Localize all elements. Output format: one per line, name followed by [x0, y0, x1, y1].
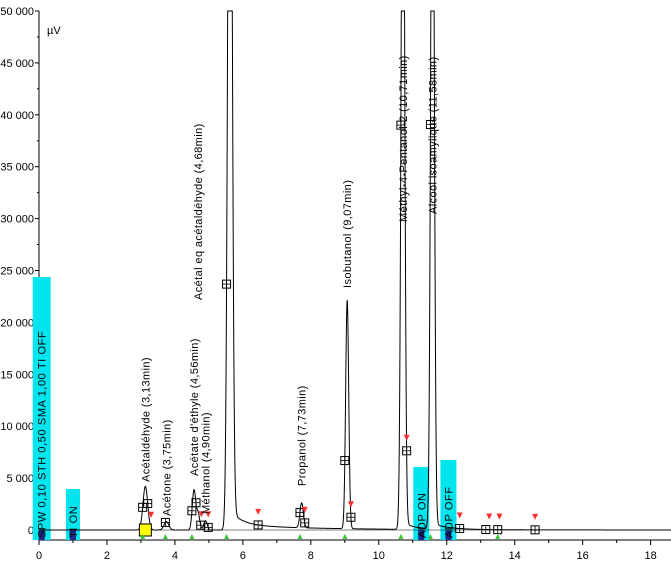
peak-end-marker: [532, 513, 539, 520]
chromatogram-trace: [39, 10, 671, 531]
event-bar: [38, 530, 45, 540]
event-label: SPW 0,10 STH 0,50 SMA 1,00 TI OFF: [37, 331, 49, 538]
peak-start-marker: [342, 534, 348, 539]
event-box: [65, 489, 80, 540]
peak-label: Acétal eq acétaldéhyde (4,68min): [193, 123, 205, 300]
peak-label: Propanol (7,73min): [297, 385, 309, 486]
y-tick-label: 25 000: [0, 266, 34, 278]
y-tick-label: 15 000: [0, 369, 34, 381]
event-label: ADP ON: [416, 492, 428, 538]
peak-start-marker: [297, 534, 303, 539]
peak-end-marker: [347, 501, 354, 508]
y-tick-label: 45 000: [0, 58, 34, 70]
peak-start-marker: [162, 534, 168, 539]
event-bar: [418, 530, 425, 540]
y-tick-label: 30 000: [0, 214, 34, 226]
peak-label: Méthanol (4,90min): [200, 412, 212, 514]
peak-label: Isobutanol (9,07min): [342, 180, 354, 288]
event-label: ADP OFF: [443, 486, 455, 538]
event-box: [32, 277, 51, 540]
y-axis-unit: µV: [47, 25, 61, 37]
peak-start-marker: [224, 534, 230, 539]
peak-end-marker: [205, 511, 212, 518]
peak-label: Acétate d'éthyle (4,56min): [189, 338, 201, 476]
peak-label: Acétaldéhyde (3,13min): [140, 357, 152, 482]
peak-start-marker: [140, 534, 146, 539]
highlight-mark: [138, 523, 152, 537]
event-markers: SPW 0,10 STH 0,50 SMA 1,00 TI OFF TI ON AD…: [32, 277, 457, 540]
x-tick-label: 2: [104, 550, 110, 562]
peak-start-marker: [427, 534, 433, 539]
peak-end-marker: [486, 513, 493, 520]
peak-start-marker: [495, 534, 501, 539]
x-tick-label: 12: [441, 550, 453, 562]
signal-line: [39, 10, 671, 531]
event-label: TI ON: [68, 506, 80, 538]
x-tick-label: 4: [172, 550, 178, 562]
y-tick-label: 50 000: [0, 6, 34, 18]
peak-label: Alcool isoamylique (11,58min): [427, 56, 439, 214]
x-tick-label: 18: [644, 550, 656, 562]
peak-end-marker: [301, 506, 308, 513]
peak-label: Acétone (3,75min): [161, 419, 173, 516]
peak-labels: Acétaldéhyde (3,13min) Acétone (3,75min) A…: [140, 55, 439, 516]
peak-end-marker: [255, 508, 262, 515]
event-box: [440, 460, 457, 540]
x-tick-label: 10: [373, 550, 385, 562]
x-tick-label: 8: [308, 550, 314, 562]
event-bar: [445, 530, 452, 540]
peak-end-marker: [403, 434, 410, 441]
axes: 0 5 000 10 000 15 000 20 000 25 000 30 000 35 0…: [0, 6, 671, 562]
x-tick-label: 16: [577, 550, 589, 562]
peak-end-marker: [456, 512, 463, 519]
peak-start-marker: [398, 534, 404, 539]
peak-end-marker: [148, 511, 155, 518]
x-tick-label: 14: [509, 550, 521, 562]
y-tick-label: 40 000: [0, 110, 34, 122]
y-tick-label: 10 000: [0, 421, 34, 433]
peak-label: Méthyl-4-Pentanol-2 (10,71min): [398, 55, 410, 222]
x-tick-label: 6: [240, 550, 246, 562]
peak-start-marker: [189, 534, 195, 539]
peak-end-marker: [496, 513, 503, 520]
peak-end-marker: [198, 511, 205, 518]
x-tick-label: 0: [36, 550, 42, 562]
y-tick-label: 5 000: [6, 473, 34, 485]
y-tick-label: 20 000: [0, 317, 34, 329]
integration-marks: [138, 119, 540, 539]
event-box: [413, 467, 430, 540]
y-tick-label: 35 000: [0, 162, 34, 174]
y-tick-label: 0: [28, 525, 34, 537]
event-bar: [69, 530, 76, 540]
